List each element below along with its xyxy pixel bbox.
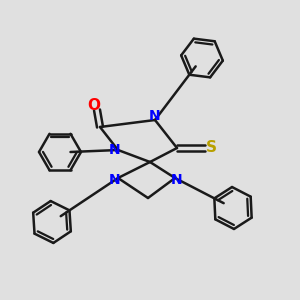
Text: O: O xyxy=(88,98,100,113)
Text: N: N xyxy=(149,109,161,123)
Text: S: S xyxy=(206,140,217,155)
Text: N: N xyxy=(109,143,121,157)
Text: N: N xyxy=(109,173,121,187)
Text: N: N xyxy=(171,173,183,187)
